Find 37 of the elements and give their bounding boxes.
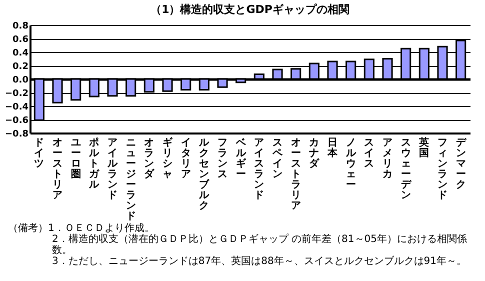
y-tick-label: 0.4: [12, 48, 28, 58]
x-tick-label: オーストリア: [52, 138, 62, 201]
x-tick-label: 日本: [326, 138, 338, 159]
x-tick-label: イタリア: [180, 138, 191, 180]
x-tick-label: スペイン: [272, 138, 284, 180]
y-tick-label: 0.0: [12, 76, 28, 86]
y-tick-label: 0.6: [12, 35, 28, 45]
x-tick-label: フィンランド: [438, 138, 448, 201]
x-tick-label: ニュージーランド: [126, 138, 136, 222]
x-tick-label: ギリシャ: [162, 136, 174, 180]
text: （備考）1．ＯＥＣＤより作成。: [8, 223, 156, 234]
x-tick-label: アイスランド: [254, 138, 264, 201]
y-tick-label: −0.2: [5, 89, 28, 99]
y-tick-label: −0.4: [5, 102, 28, 112]
text: 3．ただし、ニュージーランドは87年、英国は88年～、スイスとルクセンブルクは91年～。: [52, 256, 468, 267]
x-tick-label: ベルギー: [234, 138, 247, 180]
x-tick-label: スウェーデン: [400, 138, 412, 201]
x-tick-label: ルクセンブルク: [198, 138, 210, 212]
x-tick-label: スイス: [364, 138, 374, 170]
y-tick-label: 0.2: [12, 62, 28, 72]
y-tick-label: 0.8: [12, 22, 28, 32]
x-tick-label: ユーロ圏: [70, 138, 81, 180]
x-tick-label: アメリカ: [382, 138, 392, 180]
y-tick-label: −0.6: [5, 116, 28, 126]
x-tick-label: フランス: [218, 138, 228, 180]
x-tick-label: ポルトガル: [88, 138, 100, 190]
x-tick-label: ドイツ: [34, 138, 44, 170]
text: 2．構造的収支（潜在的ＧＤＰ比）とＧＤＰギャップ の前年差（81～05年）における相関係数。: [52, 234, 468, 256]
x-tick-label: カナダ: [309, 138, 320, 170]
y-tick-label: −0.8: [5, 130, 28, 140]
chart-title: （1）構造的収支とGDPギャップの相関: [150, 3, 350, 16]
x-tick-label: オランダ: [144, 138, 156, 180]
x-tick-label: ノルウェー: [344, 138, 357, 190]
x-tick-label: アイルランド: [106, 138, 118, 201]
x-tick-label: 英国: [418, 136, 430, 159]
x-tick-label: オーストラリア: [290, 138, 301, 212]
x-tick-label: デンマーク: [456, 138, 467, 190]
